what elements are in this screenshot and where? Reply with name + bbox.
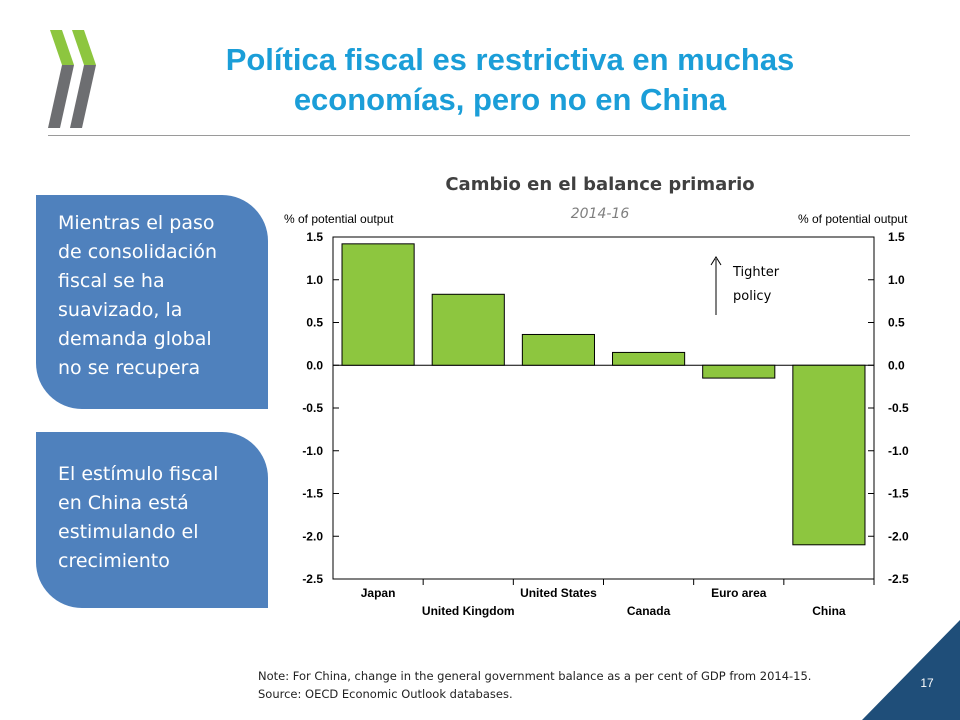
callout-line: crecimiento xyxy=(58,550,170,572)
y-tick-label-right: 1.0 xyxy=(888,273,905,287)
callout-line: suavizado, la xyxy=(58,299,183,321)
callout-box-china: El estímulo fiscal en China está estimul… xyxy=(36,432,268,608)
bar-canada xyxy=(612,351,686,366)
chart-title: Cambio en el balance primario xyxy=(445,174,755,195)
y-tick-label-left: 1.0 xyxy=(306,273,323,287)
callout-line: en China está xyxy=(58,492,189,514)
bar-united-states xyxy=(521,333,595,366)
slide-title-line-1: Política fiscal es restrictiva en muchas xyxy=(225,42,795,77)
x-tick-label: Canada xyxy=(627,604,671,618)
callout-line: demanda global xyxy=(58,328,212,350)
y-tick-label-left: 0.5 xyxy=(306,316,323,330)
x-tick-label: Euro area xyxy=(711,586,767,600)
callout-line: Mientras el paso xyxy=(58,212,215,234)
logo-grey-chevron-left xyxy=(48,65,74,128)
y-axis-label-left: % of potential output xyxy=(284,212,394,226)
callout-line: El estímulo fiscal xyxy=(58,463,219,485)
annotation-line-2: policy xyxy=(733,289,772,304)
y-tick-label-right: 1.5 xyxy=(888,230,905,244)
x-tick-label: China xyxy=(812,604,846,618)
page-number: 17 xyxy=(920,676,934,690)
x-tick-label: United Kingdom xyxy=(422,604,515,618)
callout-line: fiscal se ha xyxy=(58,270,165,292)
y-tick-label-right: -2.5 xyxy=(888,572,909,586)
callout-line: no se recupera xyxy=(58,357,201,379)
y-tick-label-left: -0.5 xyxy=(302,401,323,415)
logo-green-chevron-2 xyxy=(72,30,96,65)
slide-title-line-2: economías, pero no en China xyxy=(293,82,727,117)
y-tick-label-left: -1.5 xyxy=(302,487,323,501)
primary-balance-chart: % of potential output % of potential outp… xyxy=(284,212,909,618)
chart-subtitle: 2014-16 xyxy=(570,206,630,222)
y-tick-label-left: -2.0 xyxy=(302,529,323,543)
y-tick-label-right: -1.0 xyxy=(888,444,909,458)
oecd-logo xyxy=(48,30,96,128)
logo-grey-chevron-right xyxy=(70,65,96,128)
callout-line: de consolidación xyxy=(58,241,218,263)
y-tick-label-left: 1.5 xyxy=(306,230,323,244)
y-axis-label-right: % of potential output xyxy=(798,212,908,226)
y-tick-label-left: 0.0 xyxy=(306,358,323,372)
y-tick-label-left: -1.0 xyxy=(302,444,323,458)
source-line: Source: OECD Economic Outlook databases. xyxy=(258,687,513,701)
callout-box-demand: Mientras el paso de consolidación fiscal… xyxy=(36,195,268,409)
chart-note: Note: For China, change in the general g… xyxy=(258,667,811,703)
note-line: Note: For China, change in the general g… xyxy=(258,669,812,683)
annotation-line-1: Tighter xyxy=(732,265,780,280)
callout-line: estimulando el xyxy=(58,521,199,543)
y-tick-label-right: -2.0 xyxy=(888,529,909,543)
y-tick-label-right: -0.5 xyxy=(888,401,909,415)
y-tick-label-left: -2.5 xyxy=(302,572,323,586)
bar-japan xyxy=(341,243,415,366)
logo-green-chevron xyxy=(50,30,74,65)
x-tick-label: United States xyxy=(520,586,597,600)
bar-united-kingdom xyxy=(431,293,505,366)
title-divider xyxy=(48,135,910,136)
y-tick-label-right: 0.5 xyxy=(888,316,905,330)
corner-accent xyxy=(862,620,960,720)
bar-euro-area xyxy=(702,364,776,379)
y-tick-label-right: -1.5 xyxy=(888,487,909,501)
bar-china xyxy=(792,364,866,546)
x-tick-label: Japan xyxy=(361,586,396,600)
arrow-head xyxy=(710,256,722,266)
y-tick-label-right: 0.0 xyxy=(888,358,905,372)
slide-title: Política fiscal es restrictiva en muchas… xyxy=(150,40,870,120)
